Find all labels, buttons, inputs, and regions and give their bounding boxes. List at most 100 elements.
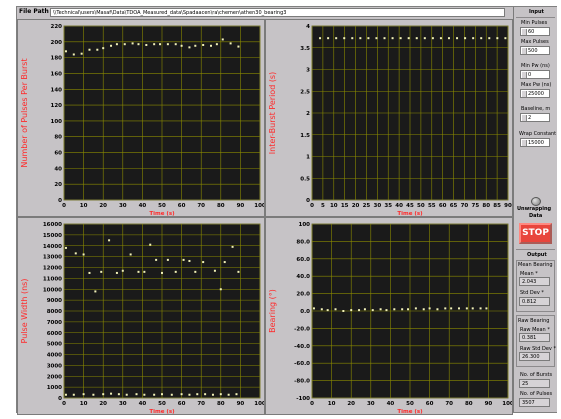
- data-point: [385, 309, 388, 312]
- data-point: [235, 393, 238, 396]
- max-pulses-input[interactable]: 500: [520, 46, 550, 55]
- x-tick-label: 50: [158, 203, 166, 209]
- labview-front-panel: File Path \\Technical\users\Masaf\Data\T…: [16, 6, 557, 415]
- data-point: [391, 37, 394, 40]
- min-pulses-label: Min Pulses: [521, 20, 548, 26]
- data-point: [423, 37, 426, 40]
- max-pulses-stepper-icon[interactable]: [522, 48, 527, 54]
- y-tick-label: 12000: [43, 266, 62, 272]
- y-tick-label: 0.5: [300, 176, 310, 182]
- x-tick-label: 80: [482, 203, 490, 209]
- x-tick-label: 80: [217, 401, 225, 407]
- y-tick-label: 180: [51, 56, 63, 62]
- max-pw-stepper-icon[interactable]: [522, 91, 527, 97]
- y-tick-label: 80.0: [296, 239, 310, 245]
- baseline-stepper-icon[interactable]: [522, 115, 527, 121]
- max-pw-input[interactable]: 25000: [520, 89, 550, 98]
- y-tick-label: -40.0: [294, 344, 310, 350]
- data-point: [110, 44, 113, 47]
- data-point: [74, 252, 77, 255]
- x-tick-label: 60: [178, 401, 186, 407]
- data-point: [64, 393, 67, 396]
- output-divider: [516, 249, 555, 250]
- baseline-label: Baseline, m: [521, 106, 551, 112]
- bearing-svg: 0 10 20 30 40 50 60 70 80 90 100 -100 -80.0 -60.0 -40.…: [268, 222, 512, 414]
- min-pw-stepper-icon[interactable]: [522, 72, 527, 78]
- x-tick-label: 90: [237, 401, 245, 407]
- wrap-constant-stepper-icon[interactable]: [522, 140, 527, 146]
- data-point: [480, 37, 483, 40]
- data-point: [488, 37, 491, 40]
- data-point: [102, 47, 105, 50]
- file-path-field[interactable]: \\Technical\users\Masaf\Data\TDOA_Measur…: [50, 8, 505, 17]
- mean-bearing-title: Mean Bearing: [518, 262, 553, 268]
- y-tick-label: 4: [306, 24, 310, 30]
- data-point: [312, 307, 315, 310]
- data-point: [88, 271, 91, 274]
- stop-button[interactable]: STOP: [519, 223, 552, 244]
- x-tick-label: 55: [428, 203, 436, 209]
- y-tick-label: 160: [51, 71, 63, 77]
- data-point: [229, 42, 232, 45]
- data-point: [108, 239, 111, 242]
- x-tick-label: 20: [99, 401, 107, 407]
- data-point: [407, 308, 410, 311]
- min-pulses-input[interactable]: 60: [520, 27, 550, 36]
- data-point: [414, 307, 417, 310]
- data-point: [458, 307, 460, 310]
- x-tick-label: 40: [387, 401, 395, 407]
- data-point: [143, 270, 146, 273]
- data-point: [363, 308, 366, 311]
- min-pw-input[interactable]: 0: [520, 70, 550, 79]
- y-tick-label: 60.0: [296, 257, 310, 263]
- y-tick-label: 10000: [43, 287, 62, 293]
- data-point: [102, 393, 105, 396]
- y-tick-label: 1.5: [300, 133, 310, 139]
- data-point: [350, 309, 353, 312]
- control-panel: Input Min Pulses 60 Max Pulses 500 Min P…: [513, 7, 557, 412]
- x-tick-label: 50: [417, 203, 425, 209]
- y-tick-label: 100: [299, 222, 311, 228]
- data-point: [359, 37, 362, 40]
- data-point: [82, 393, 85, 396]
- raw-bearing-mean-value: 0.381: [519, 333, 550, 342]
- data-point: [447, 37, 450, 40]
- x-tick-label: 50: [158, 401, 166, 407]
- unwrapping-label-line1: Unwrapping: [517, 206, 552, 212]
- y-tick-label: 6000: [47, 331, 62, 337]
- data-point: [436, 308, 439, 311]
- data-point: [393, 308, 396, 311]
- min-pulses-value: 60: [528, 29, 535, 35]
- data-point: [194, 270, 197, 273]
- y-tick-label: 60: [54, 151, 62, 157]
- y-tick-label: 20: [54, 182, 62, 188]
- x-tick-label: 0: [62, 401, 66, 407]
- data-point: [137, 270, 140, 273]
- wrap-constant-label: Wrap Constant: [519, 131, 557, 137]
- baseline-input[interactable]: 2: [520, 113, 550, 122]
- data-point: [211, 393, 214, 396]
- data-point: [456, 37, 459, 40]
- x-tick-label: 90: [485, 401, 493, 407]
- data-point: [479, 307, 482, 310]
- min-pulses-stepper-icon[interactable]: [522, 29, 527, 35]
- inter-burst-period-svg: 0 5 10 15 20 25 30 35 40 45 50 55 60 65 70 75 80 85 90 0 0.5…: [268, 24, 512, 216]
- data-point: [182, 258, 185, 261]
- x-tick-label: 10: [80, 203, 88, 209]
- data-point: [129, 253, 132, 256]
- data-point: [121, 269, 124, 272]
- x-tick-label: 100: [254, 401, 265, 407]
- data-point: [444, 307, 447, 310]
- data-point: [431, 37, 434, 40]
- y-axis-label: Number of Pulses Per Burst: [20, 58, 29, 167]
- data-point: [155, 258, 158, 261]
- x-axis-label: Time (s): [149, 409, 175, 415]
- data-point: [153, 43, 156, 46]
- unwrapping-led-toggle[interactable]: [531, 197, 541, 206]
- mean-bearing-group: [516, 260, 555, 312]
- wrap-constant-input[interactable]: 15000: [520, 138, 550, 147]
- x-tick-label: 20: [347, 401, 355, 407]
- x-tick-label: 80: [465, 401, 473, 407]
- mean-bearing-mean-value: 2.043: [519, 277, 550, 286]
- data-point: [326, 309, 329, 312]
